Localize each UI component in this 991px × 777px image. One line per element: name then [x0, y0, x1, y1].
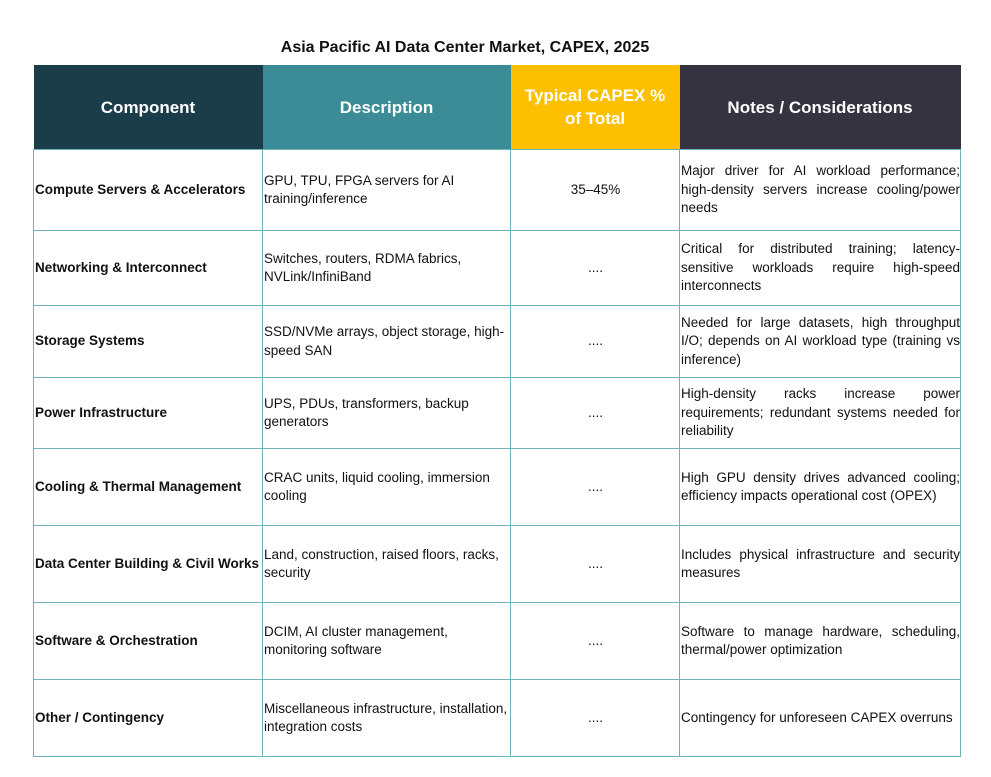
table-row: Compute Servers & Accelerators GPU, TPU, … — [33, 149, 961, 231]
header-component: Component — [33, 65, 263, 150]
notes-cell: Includes physical infrastructure and sec… — [679, 525, 961, 603]
table-row: Cooling & Thermal Management CRAC units, … — [33, 448, 961, 526]
notes-cell: Major driver for AI workload performance… — [679, 149, 961, 231]
notes-cell: High GPU density drives advanced cooling… — [679, 448, 961, 526]
capex-cell: .... — [510, 448, 680, 526]
notes-cell: Software to manage hardware, scheduling,… — [679, 602, 961, 680]
table-row: Data Center Building & Civil Works Land, … — [33, 525, 961, 603]
component-cell: Data Center Building & Civil Works — [33, 525, 263, 603]
description-cell: Miscellaneous infrastructure, installati… — [262, 679, 511, 757]
capex-cell: .... — [510, 377, 680, 449]
description-cell: Switches, routers, RDMA fabrics, NVLink/… — [262, 230, 511, 306]
capex-cell: .... — [510, 305, 680, 378]
component-cell: Power Infrastructure — [33, 377, 263, 449]
component-cell: Compute Servers & Accelerators — [33, 149, 263, 231]
component-cell: Networking & Interconnect — [33, 230, 263, 306]
notes-cell: Contingency for unforeseen CAPEX overrun… — [679, 679, 961, 757]
description-cell: CRAC units, liquid cooling, immersion co… — [262, 448, 511, 526]
component-cell: Cooling & Thermal Management — [33, 448, 263, 526]
description-cell: SSD/NVMe arrays, object storage, high-sp… — [262, 305, 511, 378]
capex-cell: .... — [510, 602, 680, 680]
capex-cell: 35–45% — [510, 149, 680, 231]
description-cell: UPS, PDUs, transformers, backup generato… — [262, 377, 511, 449]
table-row: Other / Contingency Miscellaneous infrast… — [33, 679, 961, 757]
notes-cell: Critical for distributed training; laten… — [679, 230, 961, 306]
header-capex: Typical CAPEX % of Total — [510, 65, 680, 150]
header-description: Description — [262, 65, 511, 150]
table-row: Software & Orchestration DCIM, AI cluster… — [33, 602, 961, 680]
capex-cell: .... — [510, 525, 680, 603]
component-cell: Storage Systems — [33, 305, 263, 378]
description-cell: GPU, TPU, FPGA servers for AI training/i… — [262, 149, 511, 231]
capex-cell: .... — [510, 230, 680, 306]
notes-cell: Needed for large datasets, high throughp… — [679, 305, 961, 378]
component-cell: Software & Orchestration — [33, 602, 263, 680]
component-cell: Other / Contingency — [33, 679, 263, 757]
capex-table: Component Description Typical CAPEX % of… — [33, 65, 961, 757]
description-cell: DCIM, AI cluster management, monitoring … — [262, 602, 511, 680]
table-row: Power Infrastructure UPS, PDUs, transform… — [33, 377, 961, 449]
header-row: Component Description Typical CAPEX % of… — [33, 65, 961, 150]
table-row: Networking & Interconnect Switches, route… — [33, 230, 961, 306]
capex-cell: .... — [510, 679, 680, 757]
table-title: Asia Pacific AI Data Center Market, CAPE… — [280, 39, 650, 56]
notes-cell: High-density racks increase power requir… — [679, 377, 961, 449]
table-row: Storage Systems SSD/NVMe arrays, object s… — [33, 305, 961, 378]
description-cell: Land, construction, raised floors, racks… — [262, 525, 511, 603]
header-notes: Notes / Considerations — [679, 65, 961, 150]
